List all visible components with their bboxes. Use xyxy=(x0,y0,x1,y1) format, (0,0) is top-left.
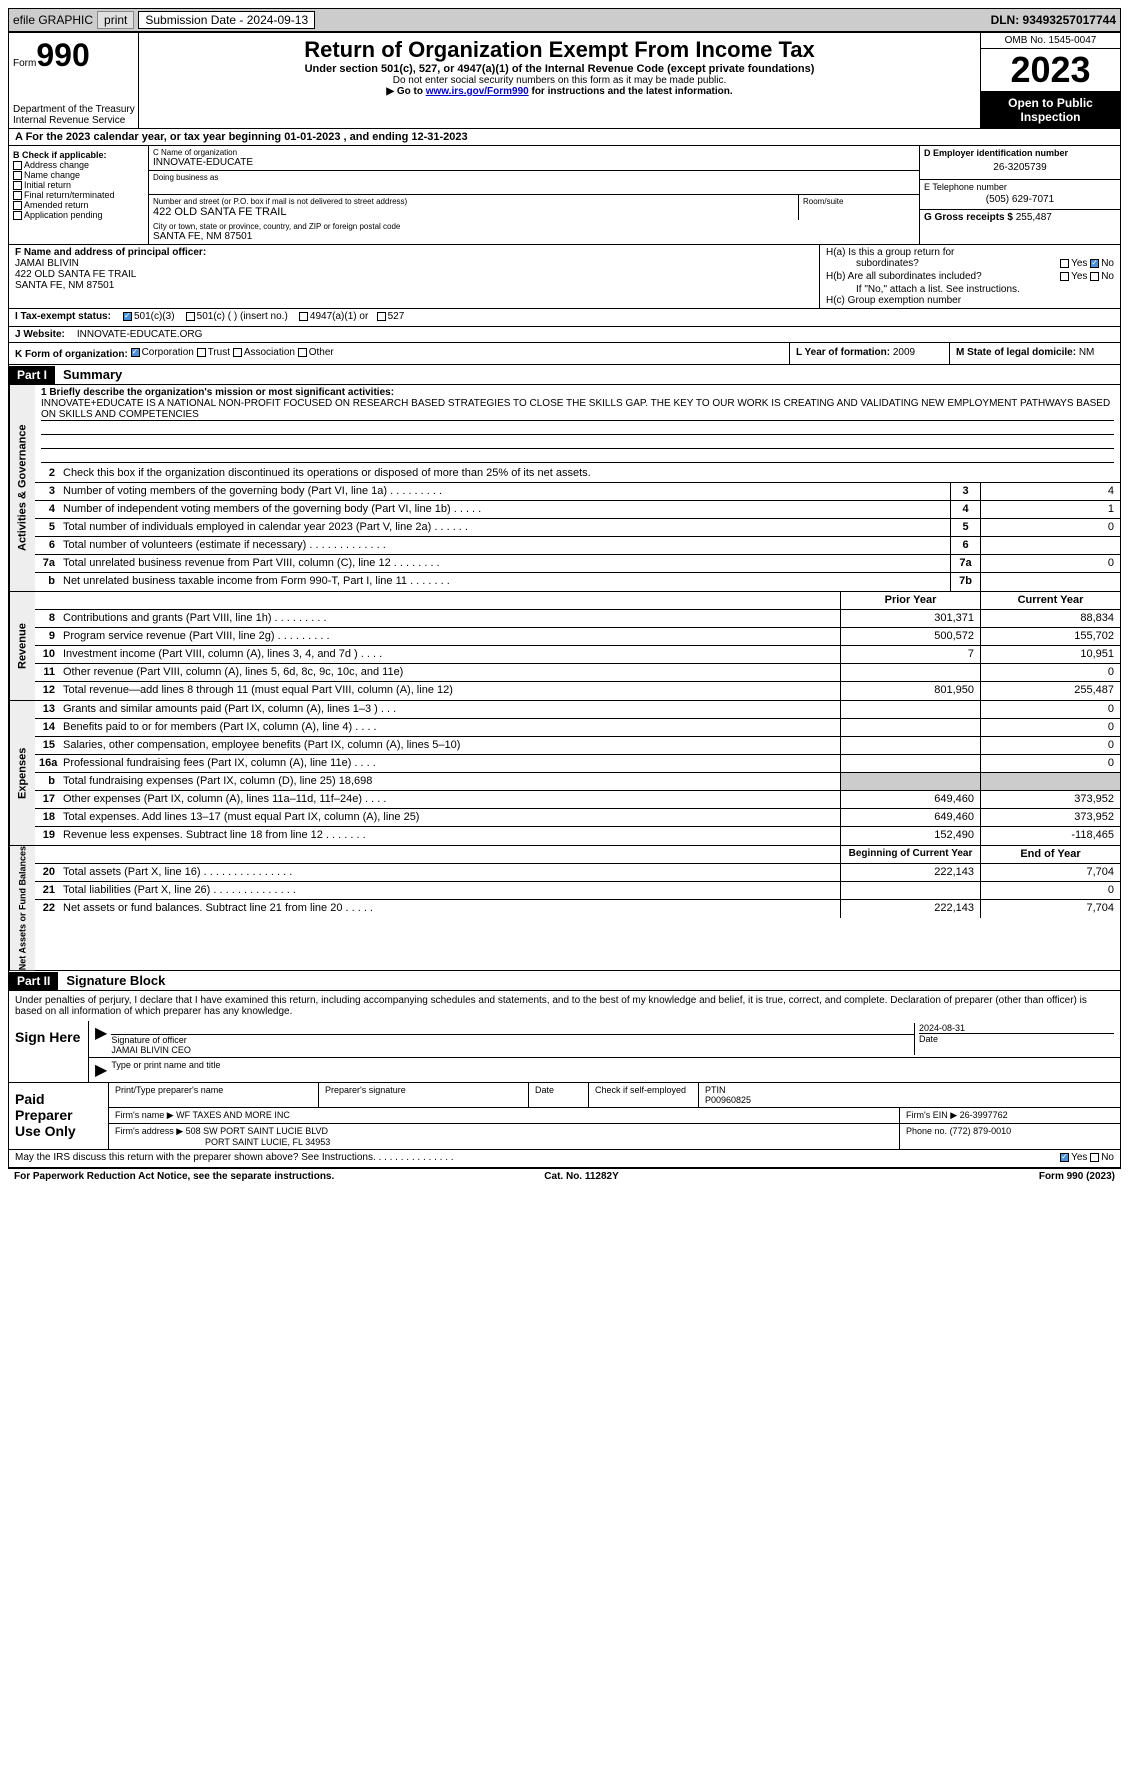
checkbox-discuss-yes[interactable] xyxy=(1060,1153,1069,1162)
firm-address: 508 SW PORT SAINT LUCIE BLVD xyxy=(186,1126,328,1136)
line-15: 15Salaries, other compensation, employee… xyxy=(35,737,1120,755)
irs-link[interactable]: www.irs.gov/Form990 xyxy=(426,86,529,97)
checkbox-ha-no[interactable] xyxy=(1090,259,1099,268)
part1-title: Summary xyxy=(55,365,130,384)
form-label: Form xyxy=(13,58,36,69)
ptin: P00960825 xyxy=(705,1095,751,1105)
year-formation: 2009 xyxy=(893,347,915,358)
line-10: 10Investment income (Part VIII, column (… xyxy=(35,646,1120,664)
paid-preparer-label: Paid Preparer Use Only xyxy=(9,1083,109,1149)
row-i: I Tax-exempt status: 501(c)(3) 501(c) ( … xyxy=(9,309,1120,327)
checkbox-amended[interactable] xyxy=(13,201,22,210)
domicile: NM xyxy=(1079,347,1095,358)
form-subtitle: Under section 501(c), 527, or 4947(a)(1)… xyxy=(143,63,976,75)
side-netassets: Net Assets or Fund Balances xyxy=(9,846,35,970)
line-12: 12Total revenue—add lines 8 through 11 (… xyxy=(35,682,1120,700)
dept-label: Department of the TreasuryInternal Reven… xyxy=(13,104,135,126)
org-name: INNOVATE-EDUCATE xyxy=(153,157,915,168)
officer-name: JAMAI BLIVIN xyxy=(15,258,813,269)
gross-receipts: 255,487 xyxy=(1016,212,1052,223)
tax-year: 2023 xyxy=(981,49,1120,92)
line-3: 3Number of voting members of the governi… xyxy=(35,483,1120,501)
mission-block: 1 Briefly describe the organization's mi… xyxy=(35,385,1120,465)
line-11: 11Other revenue (Part VIII, column (A), … xyxy=(35,664,1120,682)
line-6: 6Total number of volunteers (estimate if… xyxy=(35,537,1120,555)
line-20: 20Total assets (Part X, line 16) . . . .… xyxy=(35,864,1120,882)
dln-label: DLN: 93493257017744 xyxy=(991,13,1116,27)
line-21: 21Total liabilities (Part X, line 26) . … xyxy=(35,882,1120,900)
part2-title: Signature Block xyxy=(58,971,173,990)
firm-phone: (772) 879-0010 xyxy=(950,1126,1012,1136)
checkbox-discuss-no[interactable] xyxy=(1090,1153,1099,1162)
checkbox-hb-no[interactable] xyxy=(1090,272,1099,281)
checkbox-pending[interactable] xyxy=(13,211,22,220)
box-d: D Employer identification number26-32057… xyxy=(920,146,1120,244)
ssn-warning: Do not enter social security numbers on … xyxy=(143,75,976,86)
line-16a: 16aProfessional fundraising fees (Part I… xyxy=(35,755,1120,773)
org-address: 422 OLD SANTA FE TRAIL xyxy=(153,206,794,218)
form-header: Form990 Department of the TreasuryIntern… xyxy=(9,33,1120,129)
efile-label: efile GRAPHIC xyxy=(13,13,93,27)
row-a-period: A For the 2023 calendar year, or tax yea… xyxy=(9,129,1120,146)
line-22: 22Net assets or fund balances. Subtract … xyxy=(35,900,1120,918)
irs-discuss-row: May the IRS discuss this return with the… xyxy=(9,1150,1120,1168)
box-h: H(a) Is this a group return for subordin… xyxy=(820,245,1120,308)
line-14: 14Benefits paid to or for members (Part … xyxy=(35,719,1120,737)
open-inspection: Open to Public Inspection xyxy=(981,92,1120,128)
sig-date: 2024-08-31 xyxy=(919,1023,965,1033)
checkbox-address[interactable] xyxy=(13,161,22,170)
box-f: F Name and address of principal officer:… xyxy=(9,245,820,308)
checkbox-name[interactable] xyxy=(13,171,22,180)
part1-header: Part I xyxy=(9,366,55,384)
ein: 26-3205739 xyxy=(924,158,1116,177)
firm-name: WF TAXES AND MORE INC xyxy=(176,1110,290,1120)
print-button[interactable]: print xyxy=(97,11,134,29)
side-governance: Activities & Governance xyxy=(9,385,35,591)
line-4: 4Number of independent voting members of… xyxy=(35,501,1120,519)
line-13: 13Grants and similar amounts paid (Part … xyxy=(35,701,1120,719)
checkbox-initial[interactable] xyxy=(13,181,22,190)
perjury-declaration: Under penalties of perjury, I declare th… xyxy=(9,991,1120,1021)
line-17: 17Other expenses (Part IX, column (A), l… xyxy=(35,791,1120,809)
submission-date: Submission Date - 2024-09-13 xyxy=(138,11,315,29)
side-revenue: Revenue xyxy=(9,592,35,700)
checkbox-hb-yes[interactable] xyxy=(1060,272,1069,281)
omb-number: OMB No. 1545-0047 xyxy=(981,33,1120,49)
line-5: 5Total number of individuals employed in… xyxy=(35,519,1120,537)
form-number: 990 xyxy=(36,37,89,73)
officer-signature: JAMAI BLIVIN CEO xyxy=(111,1045,191,1055)
part2-header: Part II xyxy=(9,972,58,990)
box-c: C Name of organizationINNOVATE-EDUCATE D… xyxy=(149,146,920,244)
line-7a: 7aTotal unrelated business revenue from … xyxy=(35,555,1120,573)
telephone: (505) 629-7071 xyxy=(924,192,1116,207)
topbar: efile GRAPHIC print Submission Date - 20… xyxy=(8,8,1121,32)
line-18: 18Total expenses. Add lines 13–17 (must … xyxy=(35,809,1120,827)
line-19: 19Revenue less expenses. Subtract line 1… xyxy=(35,827,1120,845)
checkbox-final[interactable] xyxy=(13,191,22,200)
line-9: 9Program service revenue (Part VIII, lin… xyxy=(35,628,1120,646)
checkbox-ha-yes[interactable] xyxy=(1060,259,1069,268)
box-b: B Check if applicable: Address change Na… xyxy=(9,146,149,244)
row-klm: K Form of organization: Corporation Trus… xyxy=(9,343,1120,365)
website: INNOVATE-EDUCATE.ORG xyxy=(71,327,1120,342)
line-8: 8Contributions and grants (Part VIII, li… xyxy=(35,610,1120,628)
mission-text: INNOVATE+EDUCATE IS A NATIONAL NON-PROFI… xyxy=(41,398,1114,421)
line-b: bTotal fundraising expenses (Part IX, co… xyxy=(35,773,1120,791)
sign-here-label: Sign Here xyxy=(9,1021,89,1082)
row-j: J Website: INNOVATE-EDUCATE.ORG xyxy=(9,327,1120,343)
checkbox-501c3[interactable] xyxy=(123,312,132,321)
side-expenses: Expenses xyxy=(9,701,35,845)
org-city: SANTA FE, NM 87501 xyxy=(153,231,915,242)
firm-ein: 26-3997762 xyxy=(960,1110,1008,1120)
line-b: bNet unrelated business taxable income f… xyxy=(35,573,1120,591)
footer: For Paperwork Reduction Act Notice, see … xyxy=(8,1169,1121,1184)
form-title: Return of Organization Exempt From Incom… xyxy=(143,37,976,63)
checkbox-corp[interactable] xyxy=(131,348,140,357)
